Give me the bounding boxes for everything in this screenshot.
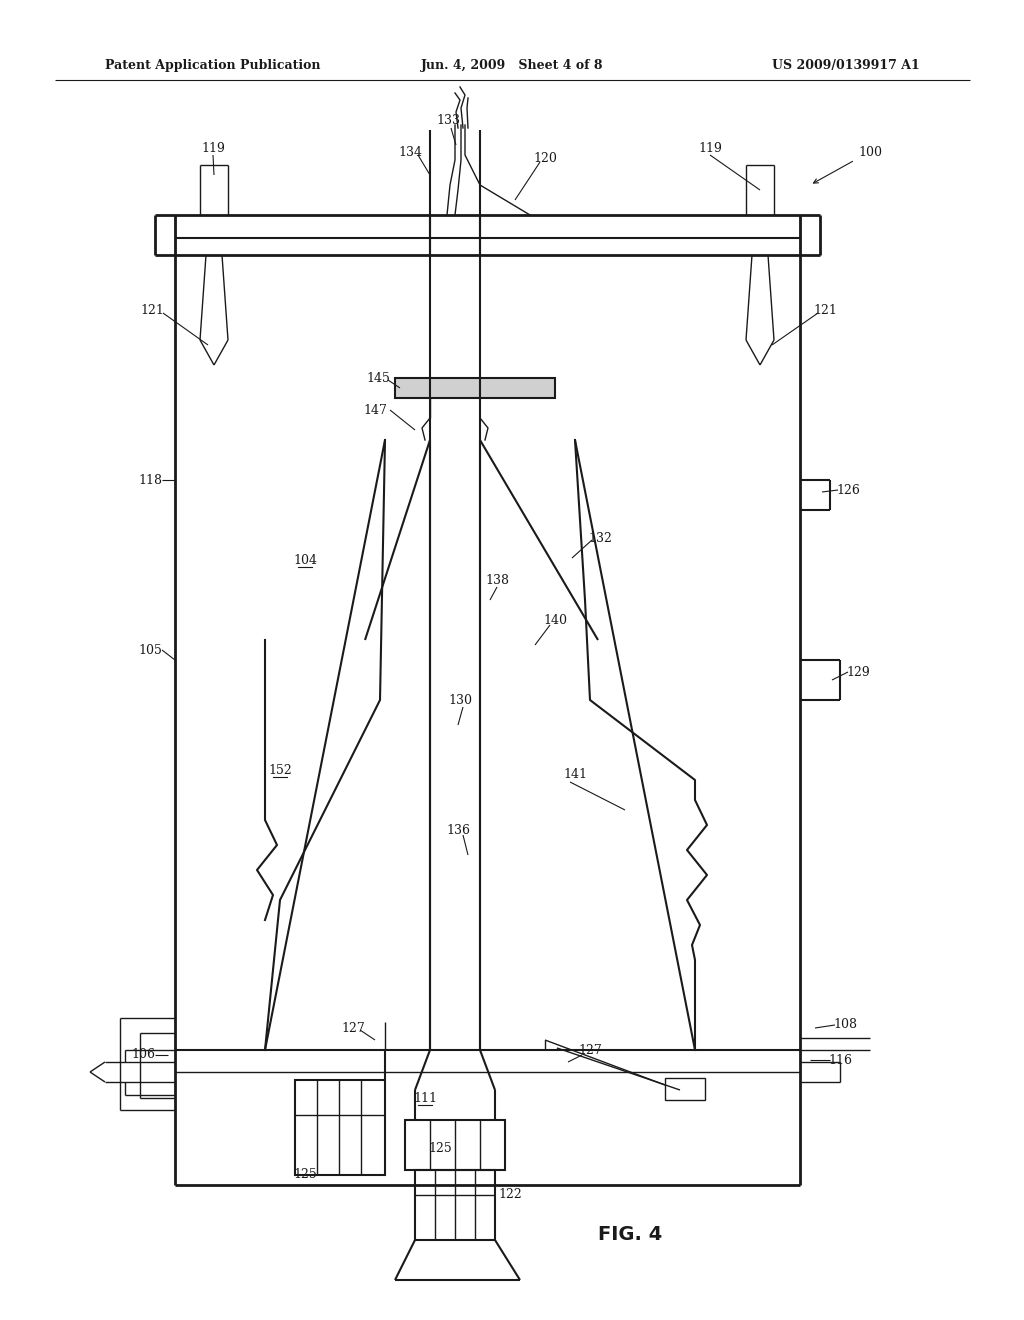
Text: Jun. 4, 2009   Sheet 4 of 8: Jun. 4, 2009 Sheet 4 of 8: [421, 58, 603, 71]
Text: 140: 140: [543, 614, 567, 627]
Text: 118: 118: [138, 474, 162, 487]
Text: 116: 116: [828, 1053, 852, 1067]
Text: 120: 120: [534, 152, 557, 165]
Text: US 2009/0139917 A1: US 2009/0139917 A1: [772, 58, 920, 71]
Text: 141: 141: [563, 768, 587, 781]
Bar: [295, 1080, 385, 1175]
Text: 129: 129: [846, 665, 869, 678]
Text: 133: 133: [436, 114, 460, 127]
Text: 125: 125: [428, 1142, 452, 1155]
Text: 127: 127: [579, 1044, 602, 1056]
Text: 122: 122: [498, 1188, 522, 1201]
Text: 121: 121: [140, 304, 164, 317]
Text: 130: 130: [449, 693, 472, 706]
Text: 134: 134: [398, 145, 422, 158]
Bar: [415, 1170, 495, 1239]
Bar: [665, 1078, 705, 1100]
Text: 147: 147: [364, 404, 387, 417]
Text: 136: 136: [446, 824, 470, 837]
Bar: [406, 1119, 505, 1170]
Text: 106: 106: [131, 1048, 155, 1061]
Text: 108: 108: [833, 1019, 857, 1031]
Text: 111: 111: [413, 1092, 437, 1105]
Text: 119: 119: [698, 141, 722, 154]
Text: 132: 132: [588, 532, 612, 544]
Text: 152: 152: [268, 763, 292, 776]
Text: 145: 145: [366, 371, 390, 384]
Text: 121: 121: [813, 304, 837, 317]
Text: 127: 127: [341, 1022, 365, 1035]
Text: 126: 126: [836, 483, 860, 496]
Text: 138: 138: [485, 573, 509, 586]
Text: FIG. 4: FIG. 4: [598, 1225, 663, 1245]
Text: Patent Application Publication: Patent Application Publication: [105, 58, 321, 71]
Text: 100: 100: [858, 147, 882, 160]
Text: 104: 104: [293, 553, 317, 566]
Text: 125: 125: [293, 1168, 316, 1181]
Text: 119: 119: [201, 141, 225, 154]
Bar: [395, 378, 555, 399]
Text: 105: 105: [138, 644, 162, 656]
